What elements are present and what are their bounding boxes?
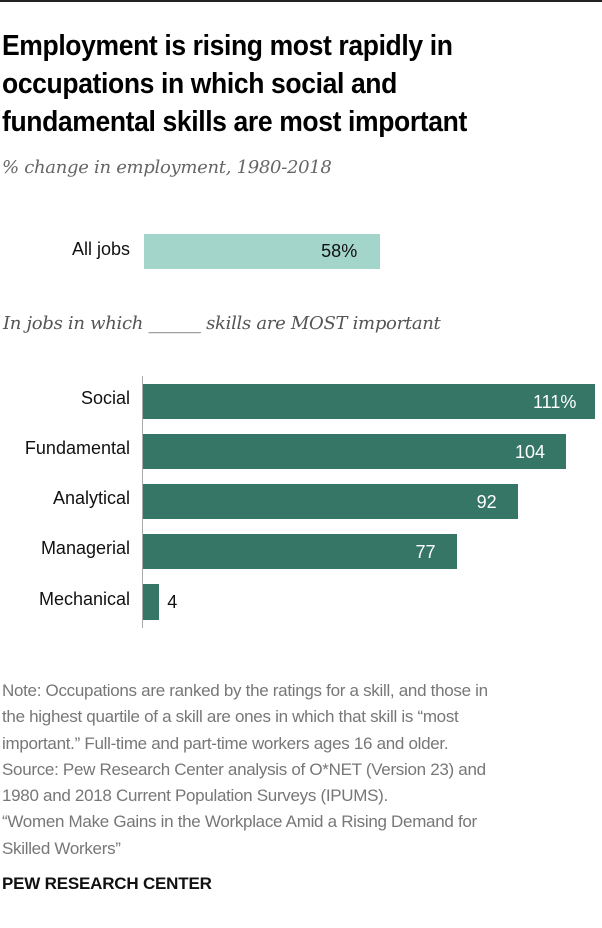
all-jobs-value: 58% xyxy=(321,241,358,261)
all-jobs-bar xyxy=(144,234,381,269)
category-label-mechanical: Mechanical xyxy=(38,589,130,609)
bar-fundamental xyxy=(143,434,567,469)
source-line-2: 1980 and 2018 Current Population Surveys… xyxy=(2,786,388,806)
all-jobs-label: All jobs xyxy=(71,239,130,259)
title-line-3: fundamental skills are most important xyxy=(2,106,467,138)
category-label-analytical: Analytical xyxy=(52,488,130,508)
value-fundamental: 104 xyxy=(514,442,546,462)
section-label: In jobs in which ______ skills are MOST … xyxy=(3,313,441,334)
category-label-managerial: Managerial xyxy=(40,538,130,558)
note-line-2: the highest quartile of a skill are ones… xyxy=(2,707,459,727)
value-social: 111% xyxy=(533,392,577,412)
top-border xyxy=(0,0,602,2)
bar-analytical xyxy=(143,484,518,519)
title-line-2: occupations in which social and xyxy=(2,68,397,100)
bar-social xyxy=(143,384,595,419)
note-line-1: Note: Occupations are ranked by the rati… xyxy=(2,681,488,700)
title-line-1: Employment is rising most rapidly in xyxy=(2,30,453,62)
report-title-line-1: “Women Make Gains in the Workplace Amid … xyxy=(2,812,477,832)
brand-logo-text: PEW RESEARCH CENTER xyxy=(2,874,212,893)
value-analytical: 92 xyxy=(476,492,497,512)
note-line-3: important.” Full-time and part-time work… xyxy=(2,733,449,753)
bar-mechanical xyxy=(143,584,160,620)
source-line-1: Source: Pew Research Center analysis of … xyxy=(2,759,486,779)
report-title-line-2: Skilled Workers” xyxy=(2,838,121,858)
chart-subtitle: % change in employment, 1980-2018 xyxy=(2,157,332,178)
y-axis-line xyxy=(142,376,143,628)
footnotes: Note: Occupations are ranked by the rati… xyxy=(2,678,602,862)
chart-title: Employment is rising most rapidly in occ… xyxy=(2,27,558,141)
value-managerial: 77 xyxy=(415,542,436,562)
bar-managerial xyxy=(143,534,457,569)
category-label-social: Social xyxy=(80,388,130,408)
value-mechanical: 4 xyxy=(167,592,178,612)
category-label-fundamental: Fundamental xyxy=(24,438,130,458)
